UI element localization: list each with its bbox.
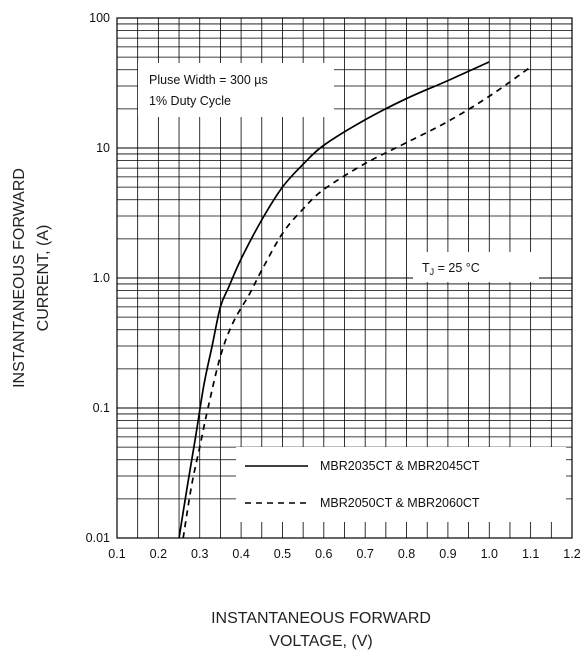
y-axis-label: INSTANTANEOUS FORWARD CURRENT, (A) — [11, 168, 52, 388]
y-tick-labels: 0.01 0.1 1.0 10 100 — [86, 11, 110, 545]
x-tick-label: 0.3 — [191, 547, 208, 561]
x-tick-label: 1.2 — [563, 547, 580, 561]
x-tick-label: 0.1 — [108, 547, 125, 561]
temperature-subscript: J — [430, 267, 435, 277]
x-tick-labels: 0.1 0.2 0.3 0.4 0.5 0.6 0.7 0.8 0.9 1.0 1.1 1.2 — [108, 547, 580, 561]
y-tick-label: 0.01 — [86, 531, 110, 545]
legend: MBR2035CT & MBR2045CT MBR2050CT & MBR206… — [236, 447, 566, 522]
x-axis-label-line-1: INSTANTANEOUS FORWARD — [211, 610, 431, 627]
y-tick-label: 1.0 — [93, 271, 110, 285]
duty-cycle-label: 1% Duty Cycle — [149, 94, 231, 108]
x-tick-label: 0.8 — [398, 547, 415, 561]
temperature-annotation-box — [413, 252, 539, 282]
x-tick-label: 0.6 — [315, 547, 332, 561]
temperature-prefix: T — [422, 261, 430, 275]
pulse-annotation: Pluse Width = 300 µs 1% Duty Cycle — [138, 63, 334, 117]
x-tick-label: 0.5 — [274, 547, 291, 561]
series-layer — [178, 61, 532, 539]
legend-label-series-2: MBR2050CT & MBR2060CT — [320, 496, 480, 510]
x-axis-label-line-2: VOLTAGE, (V) — [269, 633, 372, 650]
x-tick-label: 0.9 — [439, 547, 456, 561]
temperature-label: TJ = 25 °C — [422, 261, 480, 277]
temperature-annotation: TJ = 25 °C — [413, 252, 539, 282]
plot-frame — [116, 17, 573, 539]
y-axis-label-line-1: INSTANTANEOUS FORWARD — [11, 168, 28, 388]
x-tick-label: 0.2 — [150, 547, 167, 561]
x-tick-label: 1.0 — [481, 547, 498, 561]
legend-label-series-1: MBR2035CT & MBR2045CT — [320, 459, 480, 473]
series-line-1 — [178, 61, 490, 539]
x-tick-label: 0.4 — [232, 547, 249, 561]
pulse-width-label: Pluse Width = 300 µs — [149, 73, 268, 87]
legend-box — [236, 447, 566, 522]
series-line-2 — [182, 66, 532, 539]
y-tick-label: 10 — [96, 141, 110, 155]
y-axis-label-line-2: CURRENT, (A) — [35, 225, 52, 332]
y-tick-label: 0.1 — [93, 401, 110, 415]
x-tick-label: 0.7 — [356, 547, 373, 561]
y-tick-label: 100 — [89, 11, 110, 25]
x-axis-label: INSTANTANEOUS FORWARD VOLTAGE, (V) — [211, 610, 431, 650]
temperature-suffix: = 25 °C — [434, 261, 480, 275]
pulse-annotation-box — [138, 63, 334, 117]
x-tick-label: 1.1 — [522, 547, 539, 561]
